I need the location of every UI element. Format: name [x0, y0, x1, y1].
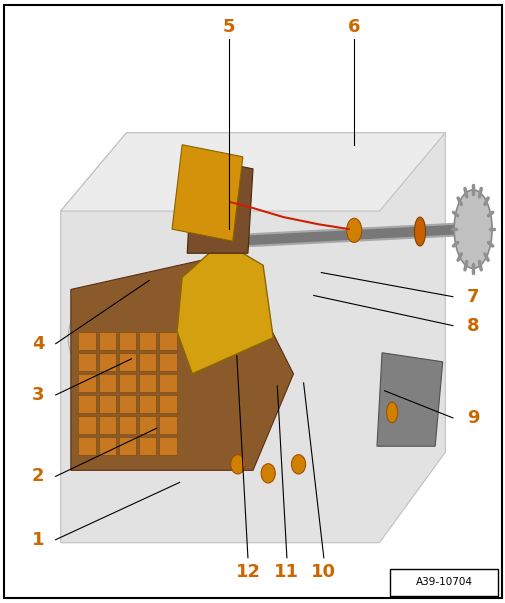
Ellipse shape: [453, 190, 491, 268]
Bar: [119, 353, 136, 371]
Text: 11: 11: [274, 563, 299, 581]
Polygon shape: [187, 157, 252, 253]
Bar: [98, 332, 116, 350]
Ellipse shape: [386, 402, 397, 423]
Bar: [159, 416, 176, 434]
Bar: [159, 437, 176, 455]
Text: 9: 9: [466, 409, 478, 427]
Bar: [98, 416, 116, 434]
Polygon shape: [376, 353, 442, 446]
Ellipse shape: [346, 218, 361, 242]
Text: A39-10704: A39-10704: [415, 578, 472, 587]
Bar: [139, 374, 156, 392]
Bar: [139, 416, 156, 434]
Text: 7: 7: [466, 288, 478, 306]
Bar: [98, 353, 116, 371]
Bar: [159, 353, 176, 371]
Bar: [119, 332, 136, 350]
Bar: [78, 437, 95, 455]
Bar: [139, 332, 156, 350]
Text: 12: 12: [235, 563, 260, 581]
Bar: [78, 395, 95, 413]
Bar: [159, 332, 176, 350]
Bar: [139, 353, 156, 371]
Bar: [98, 374, 116, 392]
Bar: [159, 374, 176, 392]
Bar: [139, 395, 156, 413]
Text: 5: 5: [222, 18, 234, 36]
Ellipse shape: [291, 455, 305, 474]
Text: 1: 1: [32, 531, 44, 549]
Polygon shape: [172, 145, 242, 241]
Text: 3: 3: [32, 386, 44, 404]
Text: 2: 2: [32, 467, 44, 485]
Bar: [98, 437, 116, 455]
Bar: [78, 374, 95, 392]
Bar: [78, 332, 95, 350]
Text: 6: 6: [347, 18, 360, 36]
Polygon shape: [61, 133, 444, 211]
Bar: [119, 416, 136, 434]
Polygon shape: [61, 133, 444, 543]
Bar: [78, 416, 95, 434]
Bar: [159, 395, 176, 413]
Text: 8: 8: [466, 317, 478, 335]
Ellipse shape: [230, 455, 244, 474]
Ellipse shape: [68, 305, 109, 371]
Bar: [389, 569, 497, 596]
Bar: [98, 395, 116, 413]
Polygon shape: [71, 253, 293, 470]
Bar: [78, 353, 95, 371]
Text: 10: 10: [311, 563, 336, 581]
Bar: [119, 374, 136, 392]
Bar: [119, 395, 136, 413]
Bar: [119, 437, 136, 455]
Polygon shape: [177, 241, 273, 374]
Text: 4: 4: [32, 335, 44, 353]
Ellipse shape: [261, 464, 275, 483]
Bar: [139, 437, 156, 455]
Ellipse shape: [414, 217, 425, 246]
